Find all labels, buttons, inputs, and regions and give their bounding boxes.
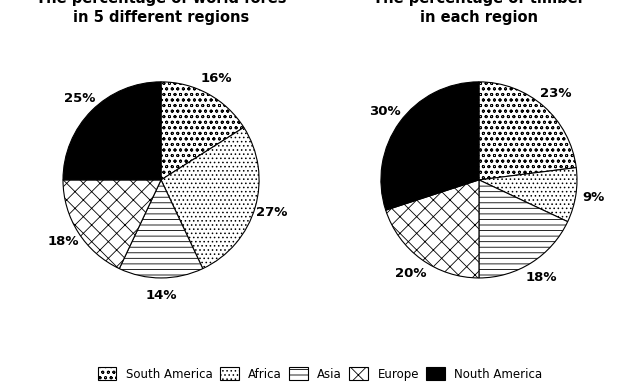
Wedge shape — [161, 82, 244, 180]
Wedge shape — [63, 180, 161, 269]
Wedge shape — [479, 168, 577, 222]
Text: 18%: 18% — [525, 271, 557, 284]
Wedge shape — [161, 128, 259, 269]
Text: 25%: 25% — [63, 92, 95, 105]
Wedge shape — [381, 82, 479, 210]
Text: 20%: 20% — [396, 267, 427, 280]
Text: 27%: 27% — [257, 206, 288, 219]
Wedge shape — [119, 180, 203, 278]
Wedge shape — [479, 82, 576, 180]
Text: 14%: 14% — [145, 289, 177, 302]
Text: 16%: 16% — [201, 72, 232, 85]
Wedge shape — [386, 180, 479, 278]
Text: 23%: 23% — [540, 87, 572, 99]
Title: The percentage of timber
in each region: The percentage of timber in each region — [373, 0, 585, 25]
Text: 18%: 18% — [47, 236, 79, 248]
Wedge shape — [63, 82, 161, 180]
Title: The percentage of world fores
in 5 different regions: The percentage of world fores in 5 diffe… — [36, 0, 286, 25]
Text: 30%: 30% — [369, 105, 401, 119]
Legend: South America, Africa, Asia, Europe, Nouth America: South America, Africa, Asia, Europe, Nou… — [94, 363, 546, 384]
Text: 9%: 9% — [582, 191, 604, 204]
Wedge shape — [479, 180, 568, 278]
